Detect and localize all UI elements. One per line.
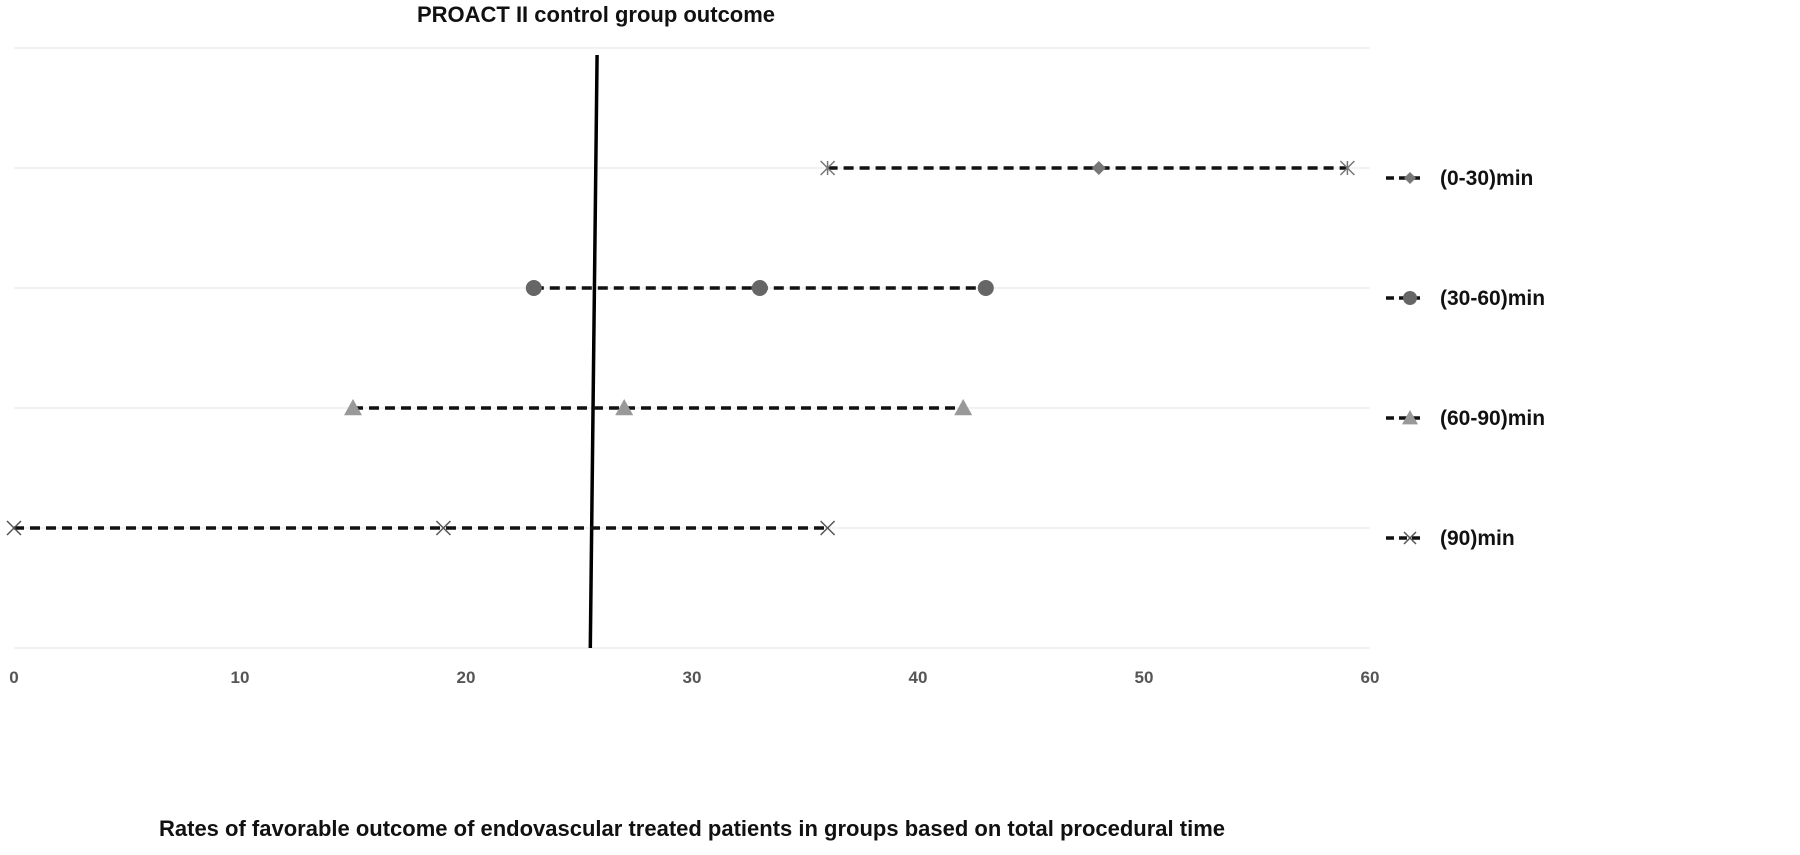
data-point [435, 520, 451, 536]
x-tick-label: 50 [1135, 668, 1154, 687]
x-tick-label: 10 [231, 668, 250, 687]
marker-stroke [6, 520, 22, 536]
legend-label: (0-30)min [1440, 167, 1533, 190]
marker-stroke [820, 520, 836, 536]
marker-shape [525, 280, 542, 296]
marker-stroke [1403, 531, 1417, 545]
series-layer [6, 160, 1355, 536]
marker-shape [344, 399, 362, 416]
series-(30-60)min [525, 280, 994, 296]
marker-shape [1402, 410, 1418, 425]
series-(90)min [6, 520, 836, 536]
legend-item: (30-60)min [1386, 287, 1545, 310]
x-tick-layer: 0 10 20 30 40 50 60 [9, 668, 1379, 687]
data-point [344, 399, 362, 416]
reference-line [588, 54, 599, 649]
marker-shape [615, 399, 634, 416]
x-tick-label: 20 [457, 668, 476, 687]
legend-item: (90)min [1386, 527, 1515, 550]
series-(0-30)min [820, 160, 1355, 176]
data-point [977, 280, 994, 296]
marker-shape [1403, 291, 1417, 305]
marker-stroke [435, 520, 451, 536]
legend-label: (90)min [1440, 527, 1515, 550]
legend-item: (0-30)min [1386, 167, 1533, 190]
legend-marker [1402, 410, 1418, 425]
data-point [751, 280, 768, 296]
grid-layer [14, 47, 1370, 649]
legend-item: (60-90)min [1386, 407, 1545, 430]
legend-marker [1403, 291, 1417, 305]
marker-shape [977, 280, 994, 296]
x-tick-label: 60 [1361, 668, 1380, 687]
legend-layer: (0-30)min (30-60)min (60-90)min (90)min [1386, 167, 1545, 550]
marker-shape [1404, 172, 1416, 184]
marker-shape [1091, 161, 1106, 175]
legend-marker [1403, 531, 1417, 545]
data-point [1091, 161, 1106, 175]
reference-layer [588, 54, 599, 649]
x-tick-label: 0 [9, 668, 18, 687]
data-point [6, 520, 22, 536]
marker-shape [954, 399, 973, 416]
marker-shape [751, 280, 768, 296]
legend-marker [1404, 172, 1416, 184]
data-point [954, 399, 973, 416]
data-point [615, 399, 634, 416]
data-point [820, 520, 836, 536]
legend-label: (60-90)min [1440, 407, 1545, 430]
data-point [525, 280, 542, 296]
legend-label: (30-60)min [1440, 287, 1545, 310]
chart-title: PROACT II control group outcome [417, 2, 775, 27]
data-point [820, 160, 836, 176]
x-tick-label: 30 [683, 668, 702, 687]
data-point [1339, 160, 1355, 176]
x-axis-label: Rates of favorable outcome of endovascul… [159, 816, 1225, 841]
series-(60-90)min [344, 399, 973, 416]
x-tick-label: 40 [909, 668, 928, 687]
